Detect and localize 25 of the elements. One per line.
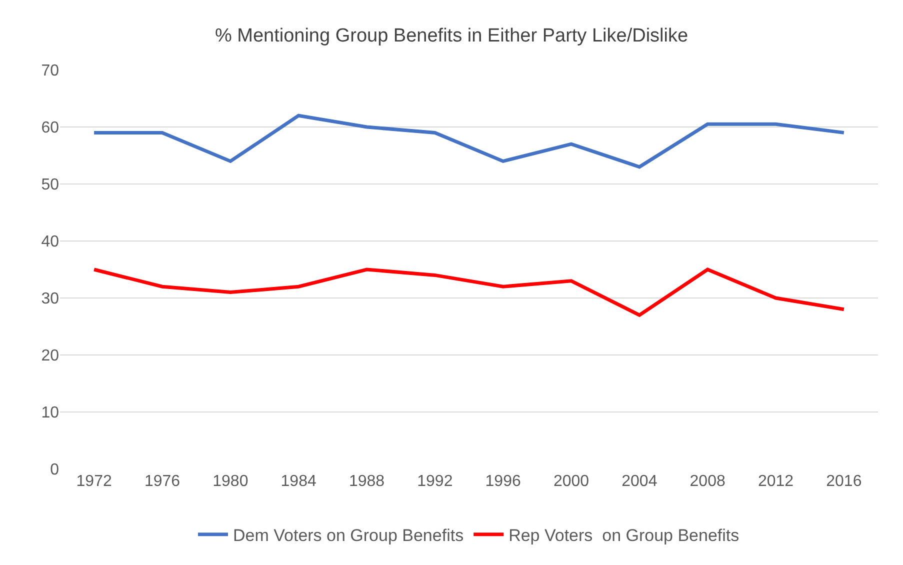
legend-label: Rep Voters on Group Benefits: [508, 526, 740, 546]
x-tick-label: 1976: [144, 473, 180, 490]
y-tick-label: 70: [41, 62, 60, 80]
x-tick-label: 1980: [212, 473, 248, 490]
x-tick-label: 2012: [758, 473, 794, 490]
y-tick-label: 0: [50, 462, 60, 479]
chart-title: % Mentioning Group Benefits in Either Party Like/Dislike: [214, 26, 688, 47]
x-tick-label: 2000: [553, 473, 590, 490]
y-tick-label: 10: [41, 404, 60, 422]
y-tick-label: 40: [41, 234, 60, 251]
y-tick-label: 60: [41, 120, 60, 137]
legend-label: Dem Voters on Group Benefits: [233, 526, 464, 546]
x-tick-label: 1988: [348, 473, 385, 490]
x-tick-label: 2008: [690, 473, 726, 490]
x-tick-label: 1992: [417, 473, 453, 490]
y-tick-label: 50: [41, 176, 60, 194]
y-tick-label: 30: [41, 290, 60, 308]
line-series: [92, 114, 846, 169]
x-tick-label: 1996: [485, 473, 521, 490]
x-tick-label: 2004: [622, 473, 658, 490]
x-tick-label: 1972: [76, 473, 112, 490]
x-tick-label: 2016: [826, 473, 862, 490]
x-tick-label: 1984: [280, 473, 316, 490]
y-tick-label: 20: [41, 348, 60, 365]
line-series: [92, 268, 846, 317]
